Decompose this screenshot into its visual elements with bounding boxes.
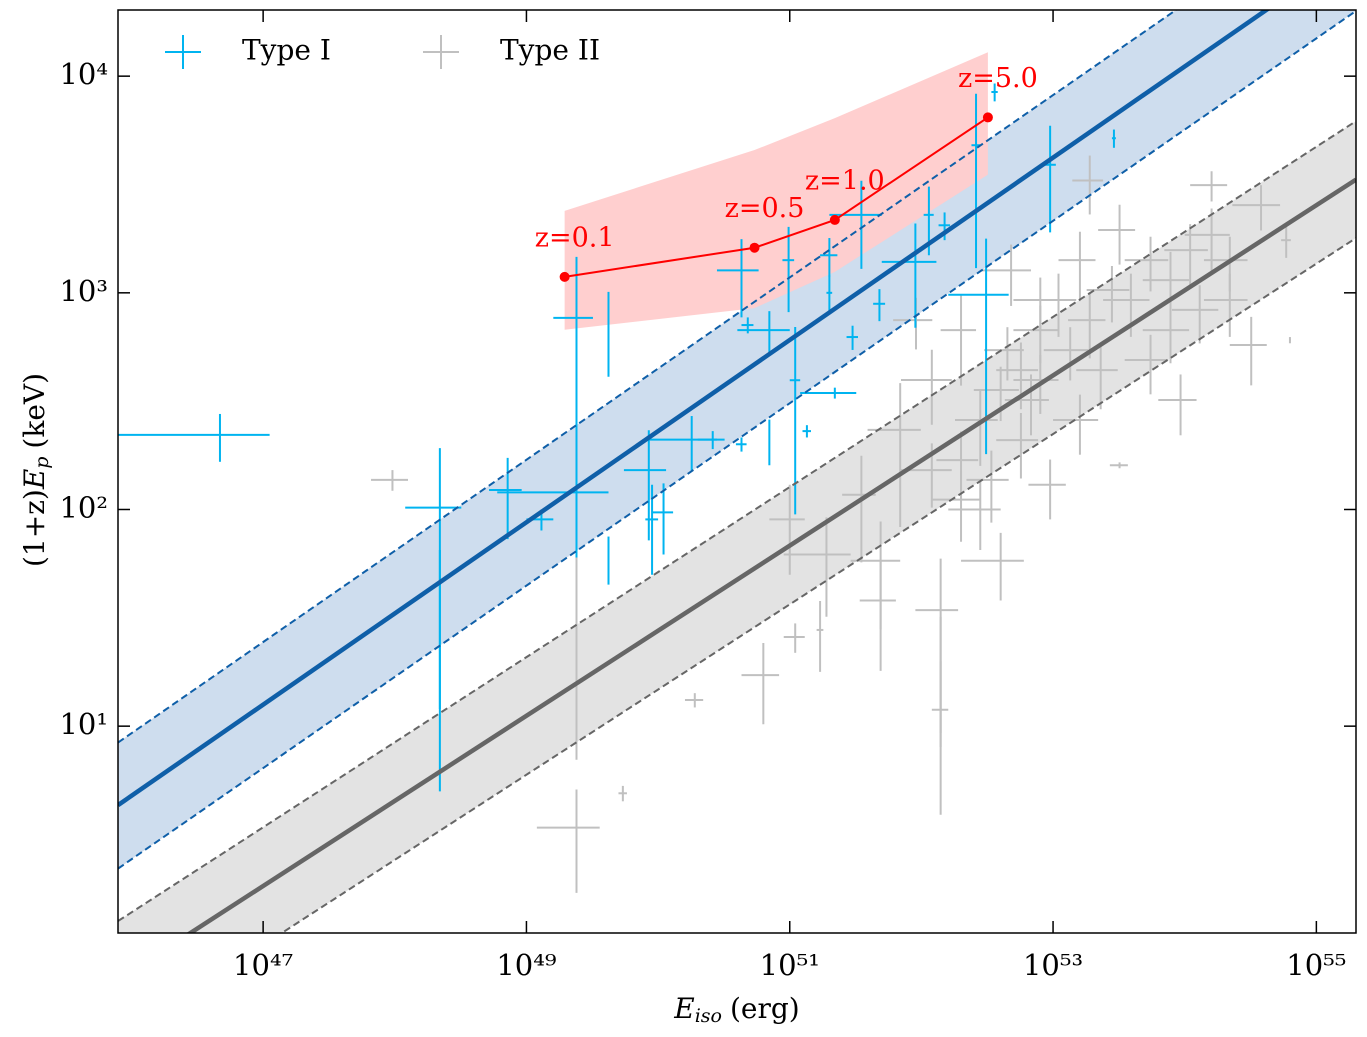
redshift-label: z=5.0 [958, 63, 1038, 94]
plot-frame [117, 9, 1357, 934]
y-tick-label: 10⁴ [59, 57, 108, 91]
fit-upper [118, 10, 1178, 744]
redshift-point [982, 112, 993, 123]
x-tick-label: 10⁵¹ [760, 948, 820, 982]
plot-area [118, 10, 1356, 933]
fit-line [186, 177, 1356, 933]
x-axis-label: Eiso (erg) [673, 992, 799, 1028]
redshift-point [749, 242, 760, 253]
legend-label: Type I [242, 34, 331, 67]
y-label-symbol: E [18, 469, 51, 490]
fit-upper [118, 120, 1356, 922]
y-label-unit: (keV) [18, 373, 51, 449]
y-tick-label: 10¹ [59, 707, 108, 741]
x-label-unit: (erg) [730, 992, 800, 1025]
redshift-track [564, 116, 989, 278]
x-label-symbol: E [673, 992, 694, 1025]
y-tick-label: 10² [59, 490, 108, 524]
x-tick-label: 10⁴⁷ [233, 948, 293, 982]
x-tick-label: 10⁵³ [1023, 948, 1083, 982]
redshift-point [559, 271, 570, 282]
y-axis-label: (1+z)Ep (keV) [18, 373, 54, 567]
y-label-subscript: p [31, 457, 53, 469]
redshift-point [829, 214, 840, 225]
fit-band [118, 10, 1356, 869]
fit-band [118, 121, 1356, 933]
y-tick-label: 10³ [59, 274, 108, 308]
x-tick-label: 10⁴⁹ [496, 948, 556, 982]
fit-lower [118, 10, 1356, 870]
y-label-prefix: (1+z) [18, 489, 51, 567]
redshift-label: z=0.5 [725, 193, 805, 224]
fit-lower [279, 237, 1356, 933]
legend-label: Type II [500, 34, 600, 67]
redshift-label: z=1.0 [805, 165, 885, 196]
x-label-subscript: iso [695, 1005, 722, 1027]
fit-line [118, 10, 1271, 807]
x-tick-label: 10⁵⁵ [1286, 948, 1346, 982]
redshift-label: z=0.1 [535, 222, 615, 253]
